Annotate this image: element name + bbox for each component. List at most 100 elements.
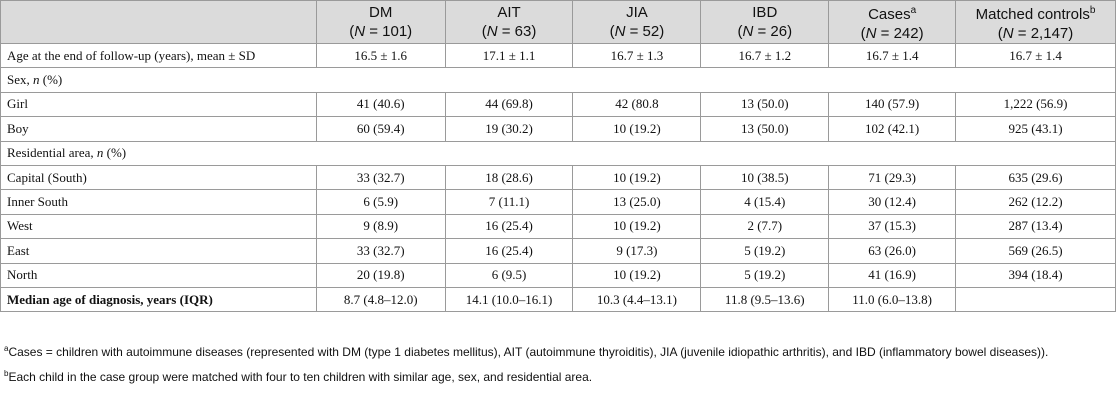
table-row: West 9 (8.9) 16 (25.4) 10 (19.2) 2 (7.7)… [0, 213, 1116, 240]
cell: 41 (16.9) [828, 262, 957, 288]
cell: 16.7 ± 1.3 [572, 42, 702, 69]
cell: 13 (50.0) [700, 116, 830, 142]
footnote-b: bEach child in the case group were match… [4, 369, 593, 384]
col-header-jia: JIA (N = 52) [572, 0, 702, 44]
row-label: North [0, 262, 317, 288]
cell: 10 (19.2) [572, 213, 702, 240]
cell: 925 (43.1) [955, 116, 1116, 142]
col-header-matched-controls: Matched controlsb (N = 2,147) [955, 0, 1116, 44]
cell: 2 (7.7) [700, 213, 830, 240]
cell: 44 (69.8) [444, 91, 574, 118]
row-label: West [0, 213, 317, 240]
row-label: Girl [0, 91, 317, 118]
cell: 18 (28.6) [444, 164, 574, 191]
section-row-residential: Residential area, n (%) [0, 140, 1116, 166]
cell: 71 (29.3) [828, 164, 957, 191]
cell: 10 (19.2) [572, 116, 702, 142]
cell [955, 286, 1116, 313]
col-header-ibd: IBD (N = 26) [700, 0, 830, 44]
cell: 10.3 (4.4–13.1) [572, 286, 702, 313]
cell: 635 (29.6) [955, 164, 1116, 191]
row-label: East [0, 238, 317, 264]
cell: 13 (25.0) [572, 189, 702, 215]
cell: 5 (19.2) [700, 262, 830, 288]
section-label: Sex, n (%) [0, 67, 1116, 93]
table-row: Inner South 6 (5.9) 7 (11.1) 13 (25.0) 4… [0, 189, 1116, 215]
col-header-dm: DM (N = 101) [315, 0, 446, 44]
col-name: JIA [626, 4, 648, 21]
footnote-mark-a: a [910, 5, 917, 16]
cell: 17.1 ± 1.1 [444, 42, 574, 69]
footnote-mark-b: b [1089, 5, 1096, 16]
section-label: Residential area, n (%) [0, 140, 1116, 166]
col-n: (N = 101) [349, 23, 413, 40]
cell: 569 (26.5) [955, 238, 1116, 264]
cell: 37 (15.3) [828, 213, 957, 240]
cell: 11.8 (9.5–13.6) [700, 286, 830, 313]
cell: 16 (25.4) [444, 213, 574, 240]
cell: 16.7 ± 1.2 [700, 42, 830, 69]
cell: 42 (80.8 [572, 91, 702, 118]
table-footnotes: aCases = children with autoimmune diseas… [4, 340, 1104, 390]
table-row: Boy 60 (59.4) 19 (30.2) 10 (19.2) 13 (50… [0, 116, 1116, 142]
cell: 10 (19.2) [572, 262, 702, 288]
cell: 16.7 ± 1.4 [828, 42, 957, 69]
table-body: Age at the end of follow-up (years), mea… [0, 42, 1116, 313]
cell: 4 (15.4) [700, 189, 830, 215]
col-header-cases: Casesa (N = 242) [828, 0, 957, 44]
baseline-characteristics-table: DM (N = 101) AIT (N = 63) JIA (N = 52) IBD (… [0, 0, 1116, 313]
row-label: Capital (South) [0, 164, 317, 191]
row-label: Inner South [0, 189, 317, 215]
cell: 30 (12.4) [828, 189, 957, 215]
row-label: Boy [0, 116, 317, 142]
col-name: DM [369, 4, 393, 21]
cell: 102 (42.1) [828, 116, 957, 142]
cell: 9 (17.3) [572, 238, 702, 264]
cell: 140 (57.9) [828, 91, 957, 118]
cell: 63 (26.0) [828, 238, 957, 264]
cell: 10 (19.2) [572, 164, 702, 191]
table-row: Capital (South) 33 (32.7) 18 (28.6) 10 (… [0, 164, 1116, 191]
section-row-sex: Sex, n (%) [0, 67, 1116, 93]
header-row: DM (N = 101) AIT (N = 63) JIA (N = 52) IBD (… [0, 0, 1116, 44]
cell: 14.1 (10.0–16.1) [444, 286, 574, 313]
table-row: Age at the end of follow-up (years), mea… [0, 42, 1116, 69]
cell: 41 (40.6) [315, 91, 446, 118]
cell: 7 (11.1) [444, 189, 574, 215]
cell: 6 (9.5) [444, 262, 574, 288]
col-name: IBD [752, 4, 778, 21]
cell: 8.7 (4.8–12.0) [315, 286, 446, 313]
cell: 262 (12.2) [955, 189, 1116, 215]
cell: 19 (30.2) [444, 116, 574, 142]
header-blank-cell [0, 0, 317, 44]
cell: 10 (38.5) [700, 164, 830, 191]
cell: 16.5 ± 1.6 [315, 42, 446, 69]
col-name: Cases [868, 6, 911, 23]
cell: 6 (5.9) [315, 189, 446, 215]
table-row: East 33 (32.7) 16 (25.4) 9 (17.3) 5 (19.… [0, 238, 1116, 264]
row-label: Age at the end of follow-up (years), mea… [0, 42, 317, 69]
row-label: Median age of diagnosis, years (IQR) [0, 286, 317, 313]
cell: 287 (13.4) [955, 213, 1116, 240]
col-n: (N = 2,147) [997, 25, 1074, 42]
table-row: Girl 41 (40.6) 44 (69.8) 42 (80.8 13 (50… [0, 91, 1116, 118]
cell: 1,222 (56.9) [955, 91, 1116, 118]
table-row: Median age of diagnosis, years (IQR) 8.7… [0, 286, 1116, 313]
col-n: (N = 52) [609, 23, 665, 40]
table-row: North 20 (19.8) 6 (9.5) 10 (19.2) 5 (19.… [0, 262, 1116, 288]
cell: 33 (32.7) [315, 164, 446, 191]
cell: 5 (19.2) [700, 238, 830, 264]
table-header: DM (N = 101) AIT (N = 63) JIA (N = 52) IBD (… [0, 0, 1116, 44]
cell: 13 (50.0) [700, 91, 830, 118]
col-name: AIT [497, 4, 521, 21]
cell: 16 (25.4) [444, 238, 574, 264]
col-n: (N = 26) [737, 23, 793, 40]
col-n: (N = 63) [481, 23, 537, 40]
cell: 11.0 (6.0–13.8) [828, 286, 957, 313]
col-n: (N = 242) [860, 25, 924, 42]
cell: 394 (18.4) [955, 262, 1116, 288]
col-name: Matched controls [975, 6, 1090, 23]
footnote-a: aCases = children with autoimmune diseas… [4, 344, 1049, 359]
cell: 16.7 ± 1.4 [955, 42, 1116, 69]
cell: 33 (32.7) [315, 238, 446, 264]
